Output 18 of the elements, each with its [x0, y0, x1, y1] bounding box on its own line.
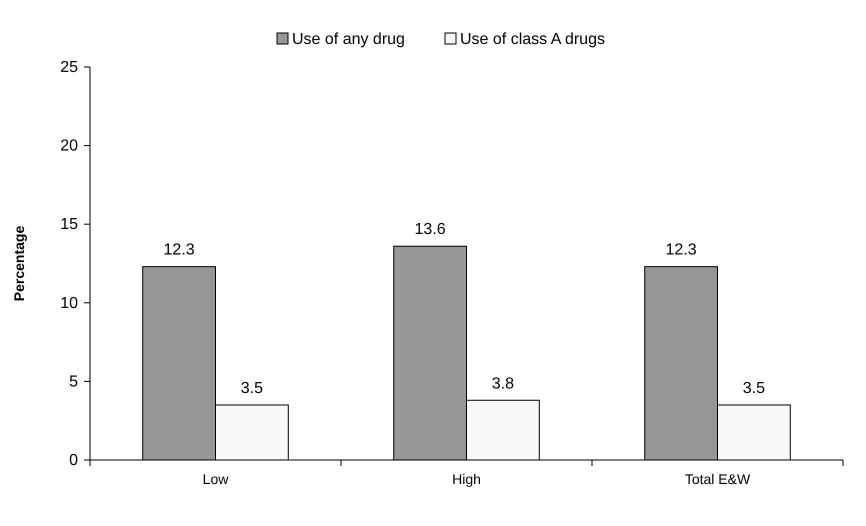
data-label: 3.5	[742, 380, 766, 397]
x-tick-label: Total E&W	[684, 471, 751, 487]
data-label: 12.3	[666, 242, 697, 259]
y-tick-label: 15	[60, 216, 78, 234]
data-label: 3.8	[492, 375, 514, 392]
data-label: 3.5	[240, 380, 264, 397]
y-tick-label: 5	[69, 373, 78, 390]
y-tick-label: 0	[69, 452, 78, 469]
y-tick-label: 25	[60, 59, 78, 76]
legend-label: Use of class A drugs	[460, 31, 605, 48]
x-tick-label: High	[452, 471, 481, 487]
x-tick-label: Low	[202, 471, 230, 487]
data-label: 13.6	[414, 221, 446, 238]
y-tick-label: 20	[60, 138, 78, 155]
y-axis-title: Percentage	[11, 226, 27, 302]
y-tick-label: 10	[60, 294, 78, 312]
legend-label: Use of any drug	[292, 31, 405, 48]
data-label: 12.3	[164, 242, 195, 259]
